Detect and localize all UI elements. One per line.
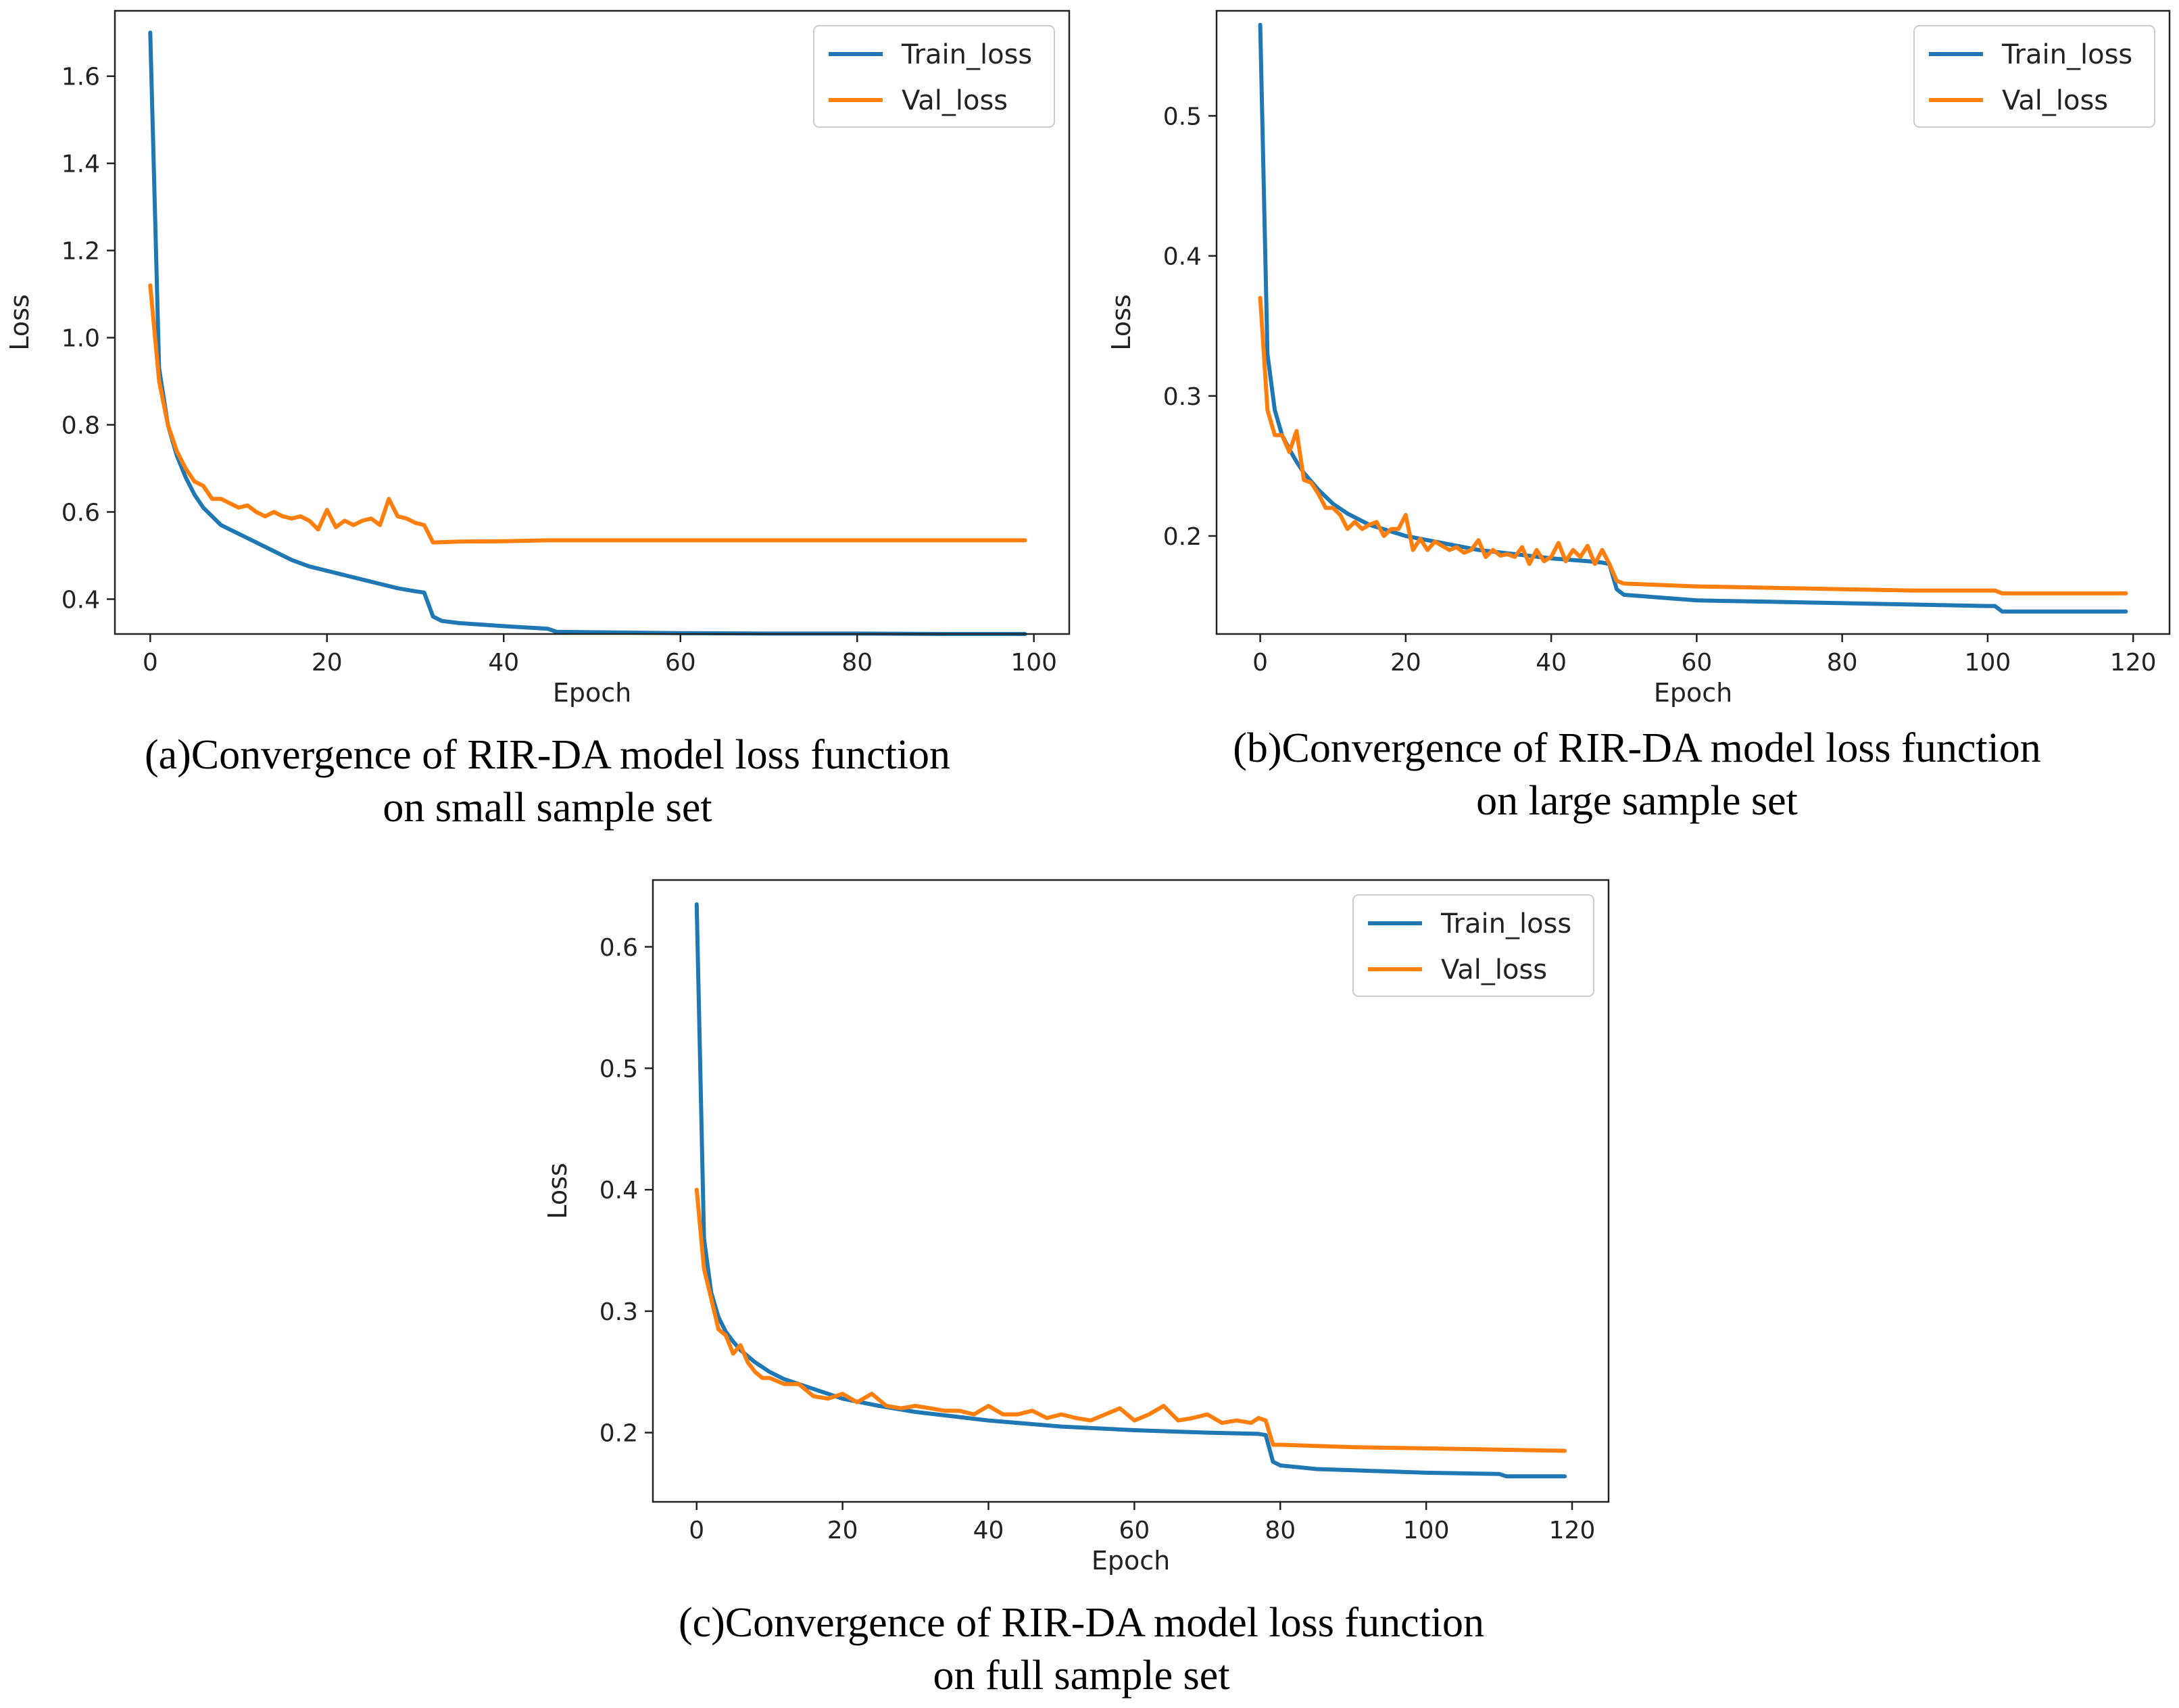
x-tick-label: 80 (1265, 1517, 1296, 1544)
legend-label-val-loss: Val_loss (1441, 954, 1547, 985)
y-tick-label: 0.5 (599, 1056, 638, 1083)
x-tick-label: 20 (312, 649, 343, 677)
x-tick-label: 80 (841, 649, 873, 677)
chart-a: 0 20 40 60 80 100 0.4 0.6 0.8 1.0 1.2 1.4 1.6 Epoch Lo… (5, 9, 1071, 708)
x-axis-label: Epoch (1092, 1546, 1170, 1576)
caption-b: (b)Convergence of RIR-DA model loss func… (1095, 722, 2179, 827)
legend-label-train-loss: Train_loss (901, 39, 1032, 70)
x-tick-label: 60 (665, 649, 696, 677)
y-tick-label: 0.4 (599, 1177, 638, 1204)
chart-b: 0 20 40 60 80 100 120 0.2 0.3 0.4 0.5 Epoch Loss Trai… (1106, 9, 2171, 708)
y-tick-label: 1.4 (62, 151, 100, 178)
y-tick-label: 0.6 (599, 934, 638, 962)
series-train-loss-line (148, 30, 1027, 636)
y-tick-label: 0.2 (599, 1420, 638, 1448)
caption-b-line-1: (b)Convergence of RIR-DA model loss func… (1233, 725, 2041, 771)
x-tick-label: 0 (1252, 649, 1268, 677)
legend-label-val-loss: Val_loss (902, 85, 1008, 116)
x-tick-label: 100 (1965, 649, 2011, 677)
legend-label-val-loss: Val_loss (2002, 85, 2108, 116)
x-tick-label: 20 (1390, 649, 1421, 677)
x-tick-label: 80 (1827, 649, 1858, 677)
plot-frame (1215, 9, 2171, 635)
x-tick-label: 40 (488, 649, 519, 677)
y-tick-label: 1.0 (62, 325, 100, 353)
y-tick-label: 0.5 (1163, 103, 1202, 130)
series-val-loss-line (1258, 295, 2128, 595)
x-tick-label: 0 (689, 1517, 704, 1544)
x-tick-label: 100 (1010, 649, 1057, 677)
x-axis-label: Epoch (1654, 678, 1732, 708)
x-tick-label: 100 (1403, 1517, 1450, 1544)
x-tick-label: 120 (1549, 1517, 1596, 1544)
y-axis-label: Loss (1106, 294, 1136, 350)
series-train-loss-line (694, 902, 1567, 1479)
y-tick-label: 0.8 (62, 412, 100, 440)
y-tick-label: 0.3 (599, 1298, 638, 1326)
y-axis-label: Loss (543, 1163, 572, 1219)
legend-label-train-loss: Train_loss (2001, 39, 2132, 70)
x-axis-label: Epoch (553, 678, 631, 708)
caption-c: (c)Convergence of RIR-DA model loss func… (541, 1596, 1622, 1702)
plot-frame (114, 9, 1071, 635)
caption-c-line-1: (c)Convergence of RIR-DA model loss func… (678, 1600, 1485, 1646)
y-axis-label: Loss (5, 294, 34, 350)
chart-c: 0 20 40 60 80 100 120 0.2 0.3 0.4 0.5 0.6 Epoch Loss T… (543, 879, 1610, 1576)
plot-frame (652, 879, 1610, 1503)
caption-a: (a)Convergence of RIR-DA model loss func… (0, 729, 1095, 834)
x-tick-label: 120 (2110, 649, 2157, 677)
series-val-loss-line (148, 283, 1027, 545)
x-tick-label: 40 (1536, 649, 1567, 677)
x-tick-label: 60 (1119, 1517, 1150, 1544)
x-tick-label: 40 (973, 1517, 1004, 1544)
y-tick-label: 0.3 (1163, 383, 1202, 411)
x-tick-label: 20 (827, 1517, 858, 1544)
caption-a-line-1: (a)Convergence of RIR-DA model loss func… (144, 732, 951, 778)
y-tick-label: 0.4 (62, 586, 100, 614)
caption-b-line-2: on large sample set (1476, 778, 1798, 824)
caption-a-line-2: on small sample set (383, 785, 712, 831)
caption-c-line-2: on full sample set (933, 1653, 1230, 1699)
y-tick-label: 0.4 (1163, 243, 1202, 271)
series-val-loss-line (694, 1188, 1567, 1453)
x-tick-label: 60 (1681, 649, 1712, 677)
x-tick-label: 0 (143, 649, 158, 677)
y-tick-label: 0.2 (1163, 523, 1202, 551)
y-tick-label: 1.2 (62, 238, 100, 266)
y-tick-label: 1.6 (62, 64, 100, 91)
y-tick-label: 0.6 (62, 499, 100, 527)
legend-label-train-loss: Train_loss (1440, 908, 1571, 940)
